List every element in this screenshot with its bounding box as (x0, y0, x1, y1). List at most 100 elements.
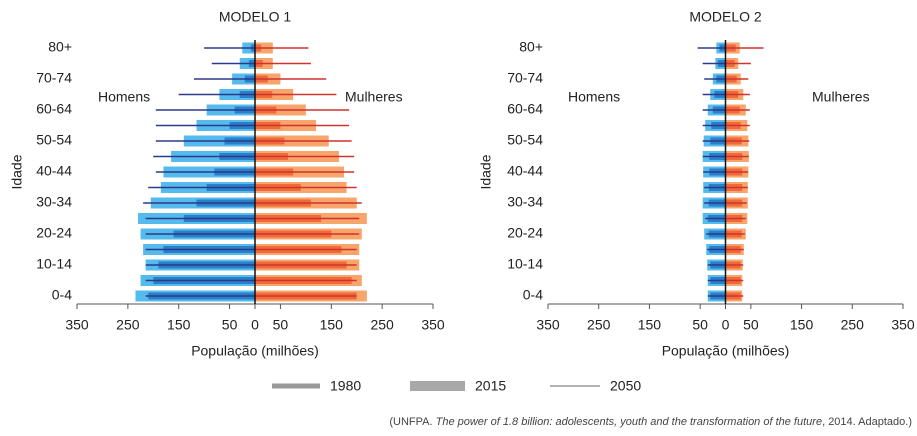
projection-line (193, 78, 255, 80)
annotation: Homens (98, 89, 150, 105)
legend-swatch (410, 381, 465, 391)
y-tick-label: 10-14 (36, 256, 72, 272)
projection-line (725, 171, 749, 173)
x-axis-label: População (milhões) (191, 343, 319, 359)
y-tick-label: 30-34 (36, 194, 72, 210)
projection-line (707, 279, 726, 282)
projection-line (255, 62, 311, 65)
projection-line (255, 155, 355, 158)
projection-line (155, 171, 255, 173)
x-tick-label: 250 (116, 317, 140, 333)
y-tick-label: 20-24 (36, 225, 72, 241)
projection-line (725, 155, 749, 158)
projection-line (255, 124, 350, 127)
legend-label: 2050 (610, 378, 641, 394)
projection-line (702, 155, 726, 158)
y-tick-label: 70-74 (507, 70, 543, 86)
x-tick-label: 50 (743, 317, 759, 333)
projection-line (145, 279, 255, 282)
projection-line (725, 109, 750, 111)
projection-line (725, 279, 744, 282)
y-tick-label: 0-4 (52, 287, 72, 303)
projection-line (705, 217, 726, 220)
projection-line (255, 217, 360, 220)
source-prefix: (UNFPA. (389, 416, 435, 428)
projection-line (255, 248, 357, 251)
projection-line (178, 93, 255, 96)
projection-line (707, 264, 726, 266)
projection-line (704, 202, 726, 204)
y-tick-label: 50-54 (36, 132, 72, 148)
projection-line (145, 295, 255, 297)
y-tick-label: 0-4 (523, 287, 543, 303)
projection-line (725, 93, 750, 96)
projection-line (255, 295, 357, 297)
projection-line (702, 93, 726, 96)
y-tick-label: 60-64 (507, 101, 543, 117)
projection-line (725, 62, 751, 65)
projection-line (707, 248, 726, 251)
projection-line (204, 47, 255, 49)
x-tick-label: 50 (692, 317, 708, 333)
source-title: The power of 1.8 billion: adolescents, y… (436, 416, 822, 428)
x-tick-label: 150 (638, 317, 662, 333)
y-axis-label: Idade (9, 154, 25, 189)
projection-line (211, 62, 255, 65)
projection-line (255, 202, 362, 204)
legend-swatch (550, 385, 600, 387)
projection-line (725, 78, 749, 80)
projection-line (145, 233, 255, 235)
projection-line (725, 264, 744, 266)
projection-line (145, 264, 255, 266)
x-tick-label: 350 (421, 317, 445, 333)
legend-swatch (272, 383, 320, 389)
projection-line (255, 109, 350, 111)
projection-line (255, 78, 327, 80)
projection-line (702, 124, 726, 127)
projection-line (702, 62, 726, 65)
projection-line (704, 78, 726, 80)
projection-line (155, 140, 255, 142)
projection-line (707, 295, 726, 297)
projection-line (697, 47, 726, 49)
projection-line (725, 248, 744, 251)
projection-line (725, 124, 750, 127)
x-tick-label: 350 (536, 317, 560, 333)
projection-line (725, 295, 744, 297)
y-tick-label: 10-14 (507, 256, 543, 272)
y-tick-label: 40-44 (507, 163, 543, 179)
projection-line (145, 217, 255, 220)
y-tick-label: 20-24 (507, 225, 543, 241)
y-tick-label: 50-54 (507, 132, 543, 148)
x-tick-label: 250 (370, 317, 394, 333)
projection-line (153, 155, 255, 158)
source-suffix: , 2014. Adaptado.) (822, 416, 912, 428)
x-tick-label: 150 (167, 317, 191, 333)
y-tick-label: 80+ (48, 39, 72, 55)
projection-line (255, 140, 352, 142)
projection-line (704, 186, 726, 189)
projection-line (725, 47, 764, 49)
projection-line (255, 47, 309, 49)
annotation: Mulheres (812, 89, 870, 105)
projection-line (255, 171, 355, 173)
projection-line (255, 233, 360, 235)
x-tick-label: 50 (222, 317, 238, 333)
y-tick-label: 70-74 (36, 70, 72, 86)
legend-label: 2015 (475, 378, 506, 394)
chart-title: MODELO 2 (689, 9, 762, 25)
projection-line (255, 93, 337, 96)
projection-line (702, 109, 726, 111)
annotation: Homens (568, 89, 620, 105)
projection-line (255, 264, 357, 266)
chart-title: MODELO 1 (219, 9, 292, 25)
projection-line (702, 140, 726, 142)
projection-line (725, 140, 750, 142)
projection-line (155, 124, 255, 127)
projection-line (155, 109, 255, 111)
x-tick-label: 150 (790, 317, 814, 333)
projection-line (725, 202, 747, 204)
x-tick-label: 250 (587, 317, 611, 333)
projection-line (255, 279, 357, 282)
